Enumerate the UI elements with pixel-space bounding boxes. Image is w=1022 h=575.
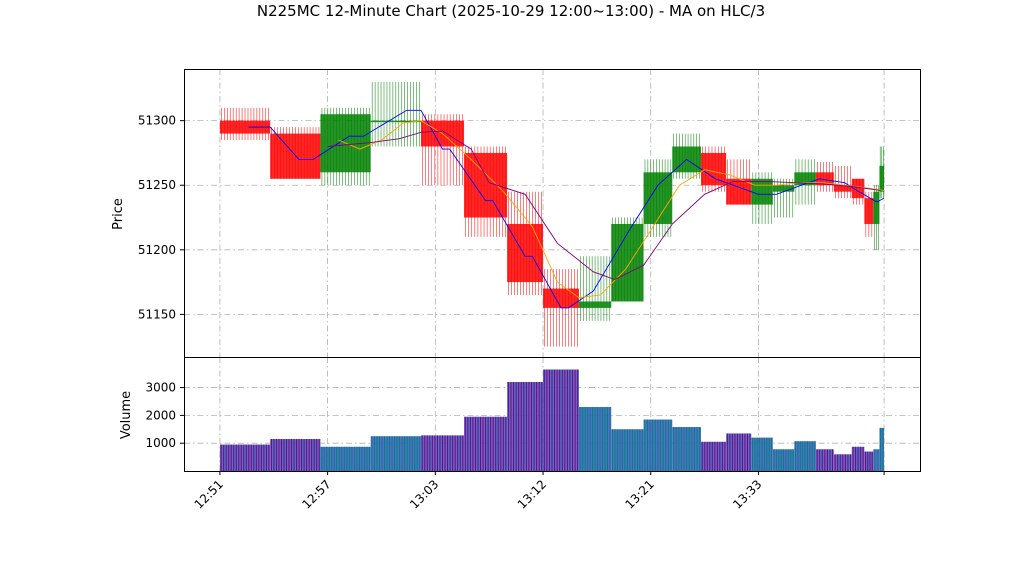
volume-bar-fill <box>219 444 271 471</box>
volume-y-ticks: 1000 2000 3000 <box>145 381 184 450</box>
volume-bar <box>879 427 885 471</box>
volume-bar <box>672 427 701 471</box>
moving-average-line <box>327 130 881 280</box>
volume-bars <box>219 369 885 471</box>
volume-bar <box>833 454 852 471</box>
volume-bar <box>751 437 773 471</box>
volume-bar <box>320 446 371 471</box>
candle <box>611 217 644 302</box>
x-tick-label: 12:57 <box>299 477 333 511</box>
candle-body <box>219 120 271 134</box>
volume-bar <box>772 449 795 471</box>
volume-bar-fill <box>543 369 579 471</box>
x-tick-label: 13:33 <box>730 477 764 511</box>
candle <box>851 178 865 205</box>
price-tick-label: 51150 <box>138 307 176 321</box>
candle <box>864 191 874 237</box>
candle-body <box>370 120 421 123</box>
candle-body <box>772 185 795 192</box>
volume-bar <box>611 429 644 471</box>
candle-body <box>815 172 834 186</box>
moving-average-lines <box>248 109 885 309</box>
x-axis-ticks: 12:51 12:57 13:03 13:12 13:21 13:33 <box>192 471 885 512</box>
candle <box>794 159 816 205</box>
candle <box>219 107 271 141</box>
volume-axis-label: Volume <box>119 391 134 439</box>
candle <box>643 159 673 237</box>
volume-bar <box>464 416 508 471</box>
volume-bar <box>643 419 673 471</box>
candle <box>815 161 834 192</box>
volume-bar <box>815 449 834 471</box>
candle-body <box>611 223 644 302</box>
candle <box>507 191 544 296</box>
candle <box>873 185 880 250</box>
volume-bar <box>270 439 321 471</box>
volume-tick-label: 3000 <box>145 381 176 395</box>
volume-bar-fill <box>320 446 371 471</box>
volume-bar-fill <box>873 449 880 471</box>
candle-body <box>700 152 727 186</box>
candle <box>751 172 773 224</box>
volume-bar <box>370 436 421 471</box>
x-tick-label: 13:12 <box>515 477 549 511</box>
candle-body <box>578 301 612 308</box>
candle-body <box>507 223 544 283</box>
chart-title: N225MC 12-Minute Chart (2025-10-29 12:00… <box>257 2 765 20</box>
price-axis-label: Price <box>111 198 126 230</box>
x-tick-label: 13:21 <box>622 477 656 511</box>
volume-bar <box>578 407 612 471</box>
price-grid <box>184 69 920 357</box>
price-panel: 51150 51200 51250 51300 Price <box>111 69 921 358</box>
candle <box>370 81 421 147</box>
price-candles <box>219 81 885 347</box>
volume-bar <box>507 382 544 471</box>
volume-bar-fill <box>507 382 544 471</box>
volume-bar <box>219 444 271 471</box>
candle-body <box>833 185 852 192</box>
volume-panel-frame <box>184 357 921 472</box>
candle <box>726 159 752 205</box>
volume-bar <box>794 441 816 471</box>
x-tick-label: 13:03 <box>407 477 441 511</box>
volume-bar <box>726 433 752 471</box>
candle-body <box>873 191 880 224</box>
candle <box>672 133 701 179</box>
volume-tick-label: 1000 <box>145 436 176 450</box>
candle <box>772 178 795 218</box>
candle-body <box>270 133 321 179</box>
volume-bar-fill <box>370 436 421 471</box>
candle-body <box>543 288 579 308</box>
volume-bar <box>864 451 874 471</box>
volume-bar <box>851 446 865 471</box>
volume-bar <box>700 441 727 471</box>
volume-bar <box>420 435 465 471</box>
price-tick-label: 51300 <box>138 114 176 128</box>
volume-panel: 1000 2000 3000 Volume <box>119 357 921 472</box>
price-tick-label: 51200 <box>138 243 176 257</box>
volume-bar-fill <box>270 439 321 471</box>
volume-bar-fill <box>879 427 885 471</box>
price-y-ticks: 51150 51200 51250 51300 <box>138 114 184 321</box>
volume-bar <box>543 369 579 471</box>
candle-body <box>464 152 508 218</box>
candle-body <box>864 198 874 224</box>
candle <box>270 127 321 179</box>
candle-body <box>879 165 885 192</box>
candle-body <box>643 172 673 224</box>
candle <box>464 146 508 237</box>
x-tick-label: 12:51 <box>192 477 226 511</box>
volume-tick-label: 2000 <box>145 408 176 422</box>
volume-bar <box>873 449 880 471</box>
volume-bar-fill <box>864 451 874 471</box>
candle <box>700 146 727 192</box>
candle <box>543 269 579 347</box>
moving-average-line <box>248 109 885 309</box>
price-tick-label: 51250 <box>138 178 176 192</box>
candle-body <box>751 178 773 205</box>
